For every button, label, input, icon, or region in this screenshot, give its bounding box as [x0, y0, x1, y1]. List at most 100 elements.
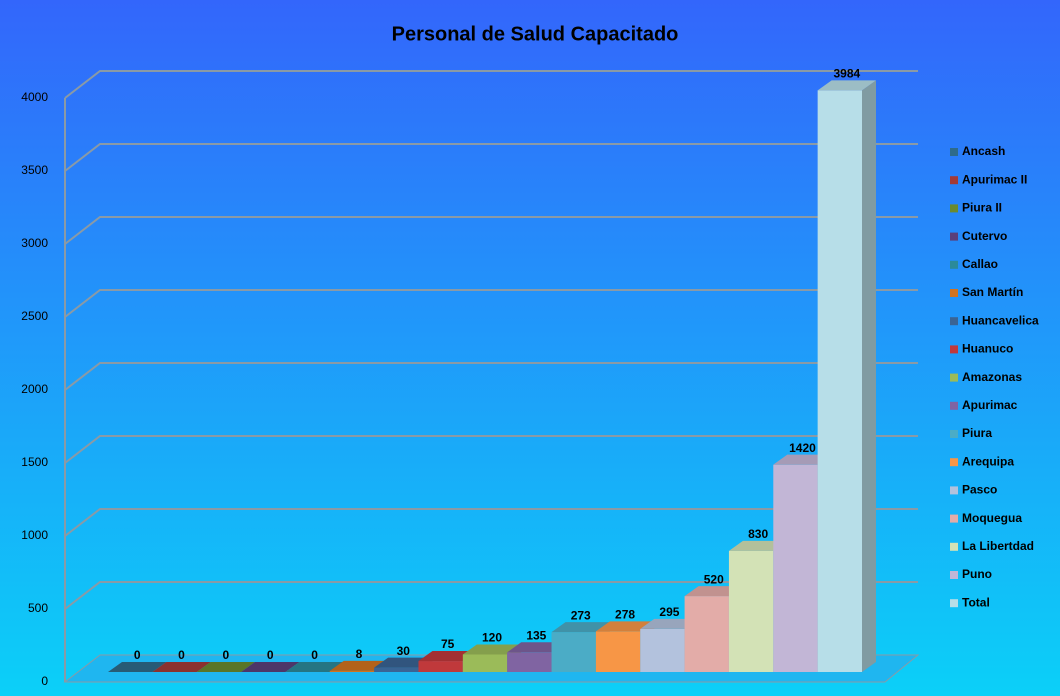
grid-line [64, 508, 918, 537]
legend-swatch [950, 176, 958, 185]
bar-top [507, 642, 566, 653]
data-label: 135 [526, 628, 546, 642]
bar-top [640, 618, 699, 629]
bar-top [773, 454, 832, 465]
legend-swatch [950, 571, 958, 579]
legend-swatch [950, 458, 958, 467]
legend-label: Huancavelica [962, 313, 1039, 327]
bar [551, 632, 596, 672]
bar-top [551, 622, 610, 633]
bar [684, 596, 729, 672]
y-tick-label: 1000 [21, 528, 48, 542]
legend-label: Apurimac II [962, 172, 1027, 186]
y-tick-label: 3500 [21, 163, 48, 177]
grid-line [64, 143, 918, 172]
legend-label: Total [962, 595, 990, 609]
data-label: 3984 [833, 67, 860, 81]
legend-label: Huanuco [962, 342, 1013, 356]
grid-line [64, 289, 918, 318]
y-tick-label: 1500 [21, 455, 48, 469]
legend-swatch [950, 345, 958, 354]
legend-label: Cutervo [962, 229, 1007, 243]
data-label: 295 [659, 605, 679, 619]
bar-top [684, 586, 743, 597]
bar-top [462, 644, 522, 655]
y-tick-label: 500 [28, 601, 48, 615]
legend-swatch [950, 204, 958, 213]
legend-swatch [950, 542, 958, 551]
grid-line [64, 435, 918, 464]
data-label: 0 [311, 648, 318, 662]
legend-label: Puno [962, 567, 992, 581]
legend-swatch [950, 486, 958, 495]
legend-swatch [950, 317, 958, 326]
data-label: 120 [482, 631, 502, 645]
bar-top [152, 662, 211, 672]
y-tick-label: 2500 [21, 309, 48, 323]
bar [462, 654, 508, 672]
chart-title: Personal de Salud Capacitado [392, 23, 679, 45]
bar [817, 90, 862, 672]
data-label: 0 [223, 648, 230, 662]
data-label: 0 [178, 648, 185, 662]
data-label: 278 [615, 608, 635, 622]
data-label: 1420 [789, 441, 816, 455]
legend-label: La Libertdad [962, 539, 1034, 553]
legend-swatch [950, 430, 958, 438]
y-tick-label: 3000 [21, 236, 48, 250]
bar [640, 628, 685, 672]
grid-line [64, 581, 918, 610]
bar [728, 550, 774, 672]
legend-swatch [950, 373, 958, 382]
data-label: 273 [571, 608, 591, 622]
legend-label: San Martín [962, 285, 1023, 299]
bar [773, 464, 818, 672]
legend-swatch [950, 514, 958, 523]
grid-line [64, 362, 918, 391]
legend-label: Callao [962, 257, 998, 271]
legend-label: Piura [962, 426, 992, 440]
legend-label: Moquegua [962, 511, 1022, 525]
data-label: 0 [267, 648, 274, 662]
legend-label: Ancash [962, 144, 1005, 158]
legend-swatch [950, 289, 958, 297]
data-label: 75 [441, 637, 455, 651]
bar [418, 661, 463, 672]
bar-top [329, 660, 389, 671]
legend-swatch [950, 232, 958, 241]
data-label: 830 [748, 527, 768, 541]
bar [595, 631, 641, 672]
data-label: 0 [134, 648, 141, 662]
legend-swatch [950, 599, 958, 608]
legend-label: Pasco [962, 483, 997, 497]
data-label: 520 [704, 572, 724, 586]
bar-top [374, 657, 433, 668]
bar [507, 652, 552, 672]
legend-swatch [950, 260, 958, 269]
legend-label: Apurimac [962, 398, 1018, 412]
bar-top [817, 80, 876, 91]
grid-line [64, 70, 918, 99]
bar-top [595, 621, 655, 632]
legend-label: Amazonas [962, 370, 1022, 384]
legend-label: Piura II [962, 201, 1002, 215]
bar-top [196, 662, 256, 672]
bar-top [241, 662, 300, 672]
data-label: 30 [397, 644, 411, 658]
legend-label: Arequipa [962, 454, 1014, 468]
bar [329, 670, 375, 672]
y-tick-label: 2000 [21, 382, 48, 396]
legend-swatch [950, 148, 958, 156]
y-tick-label: 4000 [21, 90, 48, 104]
bar-top [285, 662, 344, 672]
legend-swatch [950, 401, 958, 410]
y-tick-label: 0 [41, 674, 48, 688]
bar-top [728, 540, 788, 551]
bar [374, 667, 419, 672]
bar-top [108, 662, 167, 672]
data-label: 8 [356, 647, 363, 661]
bar-side [862, 80, 876, 672]
bar-top [418, 651, 477, 662]
